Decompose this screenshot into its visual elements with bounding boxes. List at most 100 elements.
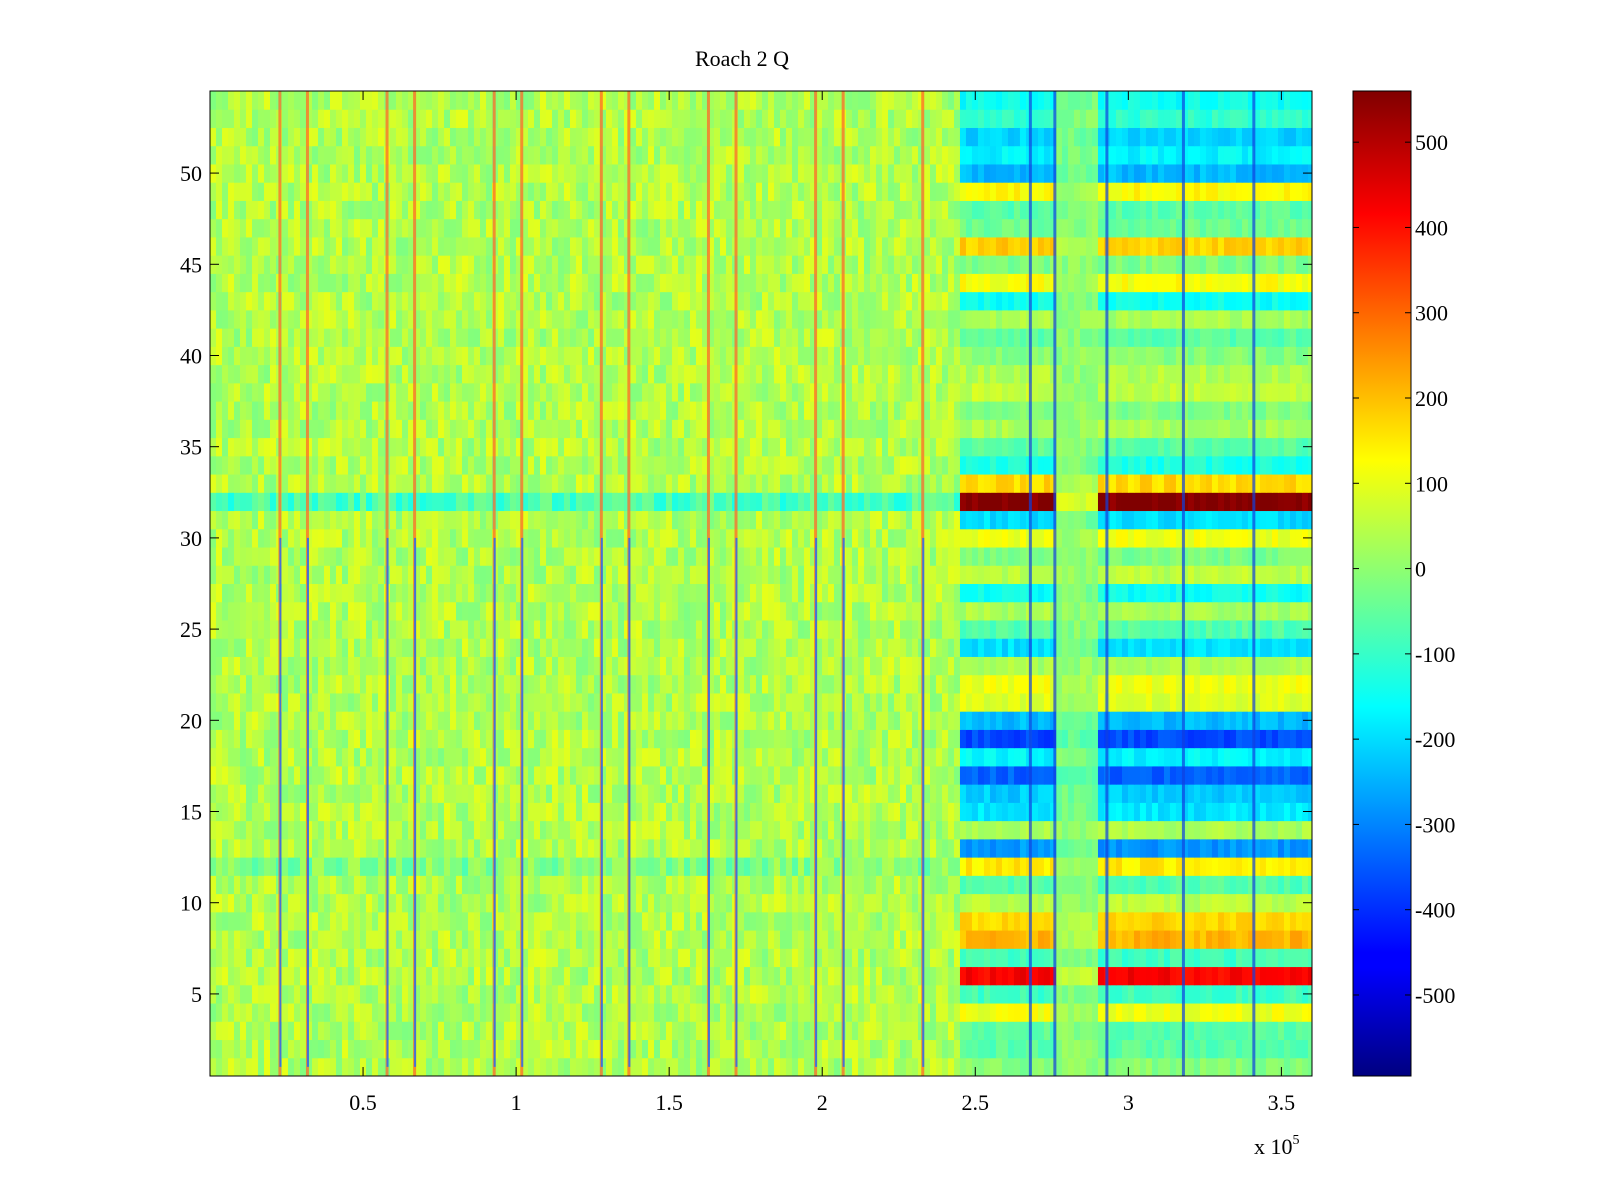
heatmap-cell	[1181, 747, 1189, 767]
heatmap-cell	[252, 1057, 259, 1076]
heatmap-cell	[528, 692, 535, 712]
heatmap-cell	[959, 674, 967, 694]
heatmap-cell	[408, 948, 415, 968]
heatmap-cell	[498, 601, 505, 621]
heatmap-cell	[1037, 1039, 1045, 1059]
heatmap-cell	[1247, 747, 1255, 767]
heatmap-cell	[965, 857, 973, 876]
heatmap-cell	[989, 711, 997, 730]
heatmap-cell	[1121, 948, 1129, 968]
heatmap-cell	[965, 820, 973, 840]
heatmap-cell	[516, 711, 523, 730]
heatmap-cell	[552, 601, 559, 621]
heatmap-cell	[906, 784, 913, 803]
heatmap-cell	[606, 674, 613, 694]
heatmap-cell	[876, 729, 883, 749]
heatmap-cell	[936, 948, 943, 968]
heatmap-cell	[816, 948, 823, 968]
heatmap-cell	[1277, 984, 1285, 1004]
heatmap-cell	[1013, 656, 1021, 676]
heatmap-cell	[1175, 966, 1183, 986]
heatmap-cell	[888, 638, 895, 657]
heatmap-cell	[1211, 583, 1219, 603]
heatmap-cell	[540, 638, 547, 657]
heatmap-cell	[366, 875, 373, 895]
heatmap-cell	[1229, 966, 1237, 986]
heatmap-cell	[1175, 802, 1183, 822]
heatmap-cell	[450, 784, 457, 803]
heatmap-cell	[708, 911, 715, 931]
heatmap-cell	[258, 765, 265, 785]
heatmap-cell	[234, 893, 241, 913]
heatmap-cell	[1127, 711, 1135, 730]
heatmap-cell	[822, 601, 829, 621]
heatmap-cell	[636, 1039, 643, 1059]
heatmap-cell	[882, 838, 889, 858]
heatmap-cell	[216, 765, 223, 785]
heatmap-cell	[222, 619, 229, 639]
heatmap-cell	[1223, 911, 1231, 931]
heatmap-cell	[300, 674, 307, 694]
heatmap-cell	[1055, 1039, 1063, 1059]
heatmap-cell	[408, 674, 415, 694]
heatmap-cell	[708, 984, 715, 1004]
heatmap-cell	[624, 784, 631, 803]
heatmap-cell	[936, 674, 943, 694]
heatmap-cell	[834, 747, 841, 767]
heatmap-cell	[612, 656, 619, 676]
heatmap-cell	[1019, 1003, 1027, 1022]
heatmap-cell	[834, 875, 841, 895]
heatmap-cell	[977, 820, 985, 840]
heatmap-cell	[948, 984, 955, 1004]
heatmap-cell	[618, 619, 625, 639]
heatmap-cell	[930, 656, 937, 676]
heatmap-cell	[726, 984, 733, 1004]
heatmap-cell	[1163, 1021, 1171, 1041]
heatmap-cell	[534, 857, 541, 876]
heatmap-cell	[366, 857, 373, 876]
heatmap-cell	[995, 802, 1003, 822]
heatmap-cell	[1019, 984, 1027, 1004]
heatmap-cell	[660, 838, 667, 858]
heatmap-cell	[1187, 692, 1195, 712]
heatmap-cell	[1013, 765, 1021, 785]
heatmap-cell	[1223, 583, 1231, 603]
heatmap-cell	[1001, 984, 1009, 1004]
heatmap-cell	[798, 875, 805, 895]
heatmap-cell	[1001, 747, 1009, 767]
heatmap-cell	[983, 583, 991, 603]
heatmap-cell	[924, 638, 931, 657]
heatmap-cell	[1199, 1021, 1207, 1041]
heatmap-cell	[690, 820, 697, 840]
heatmap-cell	[738, 984, 745, 1004]
heatmap-cell	[995, 984, 1003, 1004]
heatmap-cell	[1061, 875, 1069, 895]
heatmap-cell	[708, 656, 715, 676]
heatmap-cell	[648, 729, 655, 749]
heatmap-cell	[846, 583, 853, 603]
heatmap-cell	[1157, 911, 1165, 931]
heatmap-cell	[630, 692, 637, 712]
heatmap-cell	[498, 1057, 505, 1076]
heatmap-cell	[1055, 619, 1063, 639]
heatmap-cell	[858, 984, 865, 1004]
heatmap-cell	[654, 638, 661, 657]
heatmap-cell	[1277, 802, 1285, 822]
heatmap-cell	[1007, 619, 1015, 639]
heatmap-cell	[630, 1003, 637, 1022]
heatmap-cell	[1259, 893, 1267, 913]
heatmap-cell	[804, 966, 811, 986]
heatmap-cell	[1043, 747, 1051, 767]
heatmap-cell	[228, 984, 235, 1004]
heatmap-cell	[330, 747, 337, 767]
heatmap-cell	[288, 984, 295, 1004]
heatmap-cell	[564, 601, 571, 621]
heatmap-cell	[756, 911, 763, 931]
heatmap-cell	[1043, 1039, 1051, 1059]
heatmap-cell	[912, 656, 919, 676]
heatmap-cell	[942, 948, 949, 968]
heatmap-cell	[504, 656, 511, 676]
heatmap-cell	[1235, 820, 1243, 840]
heatmap-cell	[432, 820, 439, 840]
heatmap-cell	[1055, 692, 1063, 712]
